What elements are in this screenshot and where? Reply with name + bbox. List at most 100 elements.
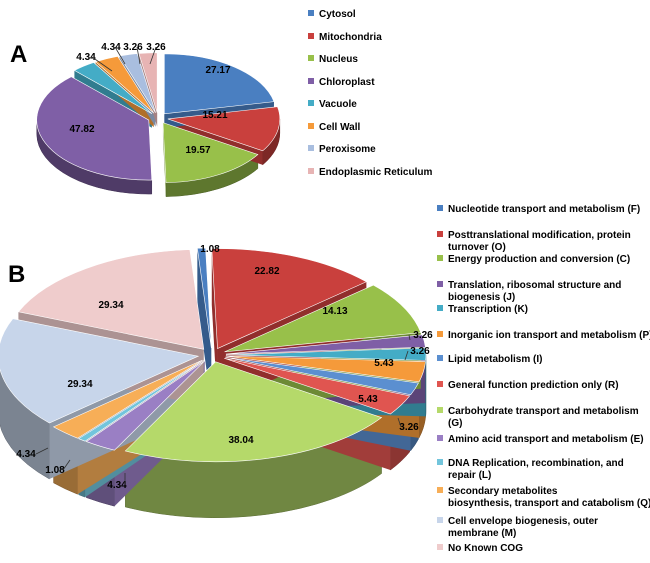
pie-b-legend-swatch-2 [437,255,443,261]
pie-b-legend-label-6: Lipid metabolism (I) [448,354,542,365]
pie-b-legend-swatch-13 [437,544,443,550]
pie-b-legend-swatch-4 [437,305,443,311]
pie-a-legend-swatch-4 [308,100,314,106]
pie-a-legend-swatch-3 [308,78,314,84]
pie-a-value-label-5: 4.34 [101,42,121,53]
pie-a-value-label-4: 4.34 [76,52,96,63]
pie-b-value-label-2: 14.13 [322,306,347,317]
legend-b: Nucleotide transport and metabolism (F) P… [437,204,650,554]
pie-a-slice-5 [95,56,155,114]
pie-a-value-label-0: 27.17 [205,65,230,76]
pie-b-legend-label-10: DNA Replication, recombination, and repai… [448,458,624,481]
pie-a-slice-4 [73,62,153,115]
pie-b-value-label-13: 29.34 [98,300,123,311]
pie-a-value-label-3: 47.82 [69,124,94,135]
pie-b-legend-label-3: Translation, ribosomal structure and biog… [448,280,621,303]
pie-b-value-label-4: 3.26 [410,346,430,357]
pie-b-value-label-5: 5.43 [374,358,394,369]
pie-a-legend-label-3: Chloroplast [319,77,375,88]
pie-b-legend-swatch-8 [437,407,443,413]
pie-b-legend-swatch-0 [437,205,443,211]
pie-b-value-label-6: 3.26 [399,422,419,433]
pie-b-legend-label-2: Energy production and conversion (C) [448,254,630,265]
pie-b-legend-label-5: Inorganic ion transport and metabolism (… [448,330,650,341]
pie-a-slice-3 [36,76,153,181]
pie-a-leader-line-5 [114,46,126,65]
pie-b-legend-label-11: Secondary metabolites biosynthesis, trans… [448,486,650,509]
pie-a-legend-swatch-5 [308,123,314,129]
pie-a-legend-label-0: Cytosol [319,9,356,20]
pie-b-legend-label-1: Posttranslational modification, protein t… [448,230,631,253]
pie-b-legend-swatch-9 [437,435,443,441]
pie-b-legend-swatch-3 [437,281,443,287]
pie-a-value-label-2: 19.57 [185,145,210,156]
pie-b-legend-label-12: Cell envelope biogenesis, outer membrane … [448,516,598,539]
pie-b-slice-10 [77,360,204,442]
pie-b-value-label-7: 5.43 [358,394,378,405]
pie-b-slice-7 [224,357,411,415]
pie-b-legend-label-13: No Known COG [448,543,523,554]
pie-b-slice-13 [17,249,205,350]
pie-b-legend-swatch-1 [437,231,443,237]
pie-b-value-label-10: 1.08 [45,465,65,476]
pie-b-slice-4 [225,347,427,361]
pie-b-value-label-8: 38.04 [228,435,253,446]
pie-b-legend-swatch-12 [437,517,443,523]
pie-b-legend-swatch-7 [437,381,443,387]
legend-a: Cytosol Mitochondria Nucleus Chloroplast Vac… [308,9,432,178]
pie-b-slice-0 [197,247,212,349]
pie-b-slice-1 [211,248,368,350]
pie-b-slice-3 [225,334,426,355]
pie-b-legend-swatch-11 [437,487,443,493]
panel-b-label: B [8,261,25,288]
pie-b-leader-line-10 [62,459,71,471]
pie-b-slice-12 [0,318,200,424]
pie-b: 1.08 22.82 14.13 3.26 3.26 5.43 3.26 5.43 38.04 4… [0,244,433,519]
pie-b-value-label-3: 3.26 [413,330,433,341]
pie-b-legend-swatch-5 [437,331,443,337]
pie-b-legend-label-0: Nucleotide transport and metabolism (F) [448,204,640,215]
pie-b-value-label-12: 29.34 [67,379,92,390]
pie-a-slice-7 [138,52,158,113]
pie-b-slice-wall-0-0 [197,248,212,405]
pie-a-legend-label-6: Peroxisome [319,144,376,155]
pie-b-slice-6 [225,356,419,396]
pie-a-leader-line-7 [149,46,157,65]
pie-b-leader-line-6 [397,417,402,428]
pie-a-legend-swatch-2 [308,55,314,61]
pie-b-slice-8 [124,361,383,463]
pie-b-value-label-9: 4.34 [107,480,127,491]
pie-b-legend-label-7: General function prediction only (R) [448,380,619,391]
pie-a-legend-label-5: Cell Wall [319,122,361,133]
pie-a-slice-0 [164,53,275,115]
pie-a-leader-line-4 [91,56,113,72]
pie-a-legend-label-7: Endoplasmic Reticulum [319,167,432,178]
pie-b-leader-line-3 [408,334,411,341]
pie-b-leader-line-11 [35,447,49,455]
pie-a-legend-label-4: Vacuole [319,99,357,110]
pie-a-value-label-1: 15.21 [202,110,227,121]
pie-a-legend-swatch-0 [308,10,314,16]
pie-a-legend-swatch-6 [308,145,314,151]
pie-a-leader-line-6 [136,46,141,65]
pie-b-legend-label-8: Carbohydrate transport and metabolism (G) [448,406,639,429]
pie-b-leader-line-4 [404,350,409,361]
pie-a-legend-label-2: Nucleus [319,54,358,65]
pie-a-legend-label-1: Mitochondria [319,32,382,43]
pie-b-value-label-11: 4.34 [16,449,36,460]
pie-a-slice-1 [167,106,281,152]
pie-b-legend-label-4: Transcription (K) [448,304,528,315]
pie-b-legend-swatch-10 [437,459,443,465]
pie-a-slice-6 [119,53,156,113]
pie-b-slice-2 [224,284,422,353]
pie-b-slice-9 [85,360,205,451]
pie-a-slice-2 [162,122,259,183]
pie-b-legend-label-9: Amino acid transport and metabolism (E) [448,434,644,445]
pie-b-slice-5 [225,355,426,383]
pie-a-legend-swatch-1 [308,33,314,39]
pie-b-slice-11 [52,359,203,439]
pie-b-value-label-0: 1.08 [200,244,220,255]
pie-b-value-label-1: 22.82 [254,266,279,277]
